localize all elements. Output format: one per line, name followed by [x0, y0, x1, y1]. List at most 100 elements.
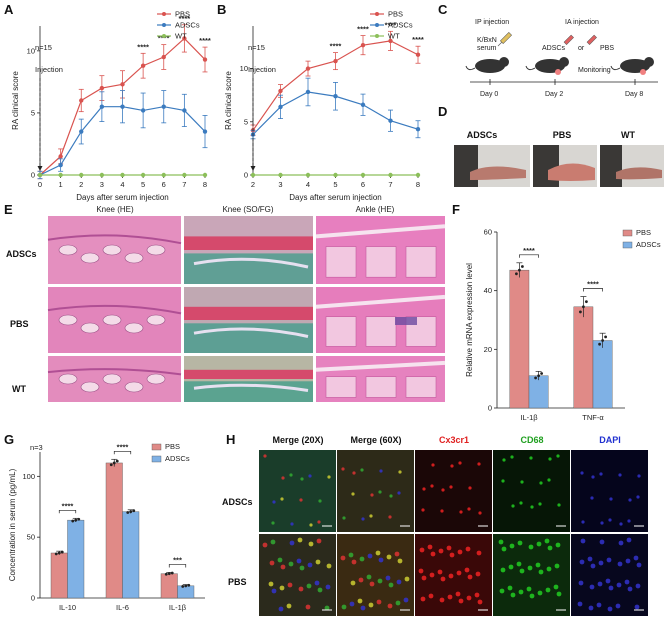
- photo-label-wt: WT: [621, 130, 635, 140]
- cell-signal: [378, 490, 382, 494]
- cell-signal: [386, 554, 392, 560]
- paw-photo-pbs: [533, 145, 597, 187]
- y-tick-label: 100: [22, 472, 35, 481]
- cell-signal: [556, 591, 562, 597]
- data-point-pbs: [360, 42, 366, 48]
- x-tick-label: 7: [388, 180, 392, 189]
- cell-signal: [449, 485, 453, 489]
- cell-signal: [317, 587, 323, 593]
- replicate-dot: [521, 265, 524, 268]
- data-point-wt: [99, 172, 105, 178]
- col-header-knee-he: Knee (HE): [96, 205, 134, 214]
- data-point-pbs: [58, 154, 63, 159]
- cell-signal: [420, 596, 426, 602]
- cell-signal: [277, 557, 283, 563]
- cell-signal: [403, 597, 409, 603]
- cell-signal: [427, 544, 433, 550]
- legend-label: PBS: [388, 10, 403, 19]
- x-tick-label: 8: [203, 180, 207, 189]
- x-tick-label: 5: [333, 180, 337, 189]
- y-axis-label: RA clinical score: [11, 71, 20, 130]
- panel-c-label: C: [438, 2, 448, 17]
- y-tick-label: 10: [27, 46, 35, 55]
- legend-label: PBS: [165, 442, 180, 451]
- cell-signal: [447, 594, 453, 600]
- cell-signal: [305, 604, 311, 610]
- cell-signal: [299, 565, 305, 571]
- y-tick-label: 0: [244, 171, 248, 180]
- paw-photo-wt: [600, 145, 664, 187]
- cell-signal: [545, 587, 551, 593]
- legend-label: ADSCs: [175, 21, 200, 30]
- cell-signal: [518, 589, 524, 595]
- replicate-dot: [109, 463, 113, 467]
- cell-signal: [474, 592, 480, 598]
- cell-signal: [404, 576, 410, 582]
- cell-signal: [458, 598, 464, 604]
- cell-signal: [270, 539, 276, 545]
- fluorescence-image: [571, 450, 648, 532]
- replicate-dot: [112, 461, 116, 465]
- cell-signal: [528, 544, 534, 550]
- replicate-dot: [604, 335, 607, 339]
- cell-signal: [342, 516, 346, 520]
- cell-signal: [379, 469, 383, 473]
- cell-signal: [538, 569, 544, 575]
- joint-space: [193, 257, 309, 269]
- bar-adscs: [67, 519, 85, 599]
- y-axis-label: RA clinical score: [224, 71, 233, 130]
- cell-signal: [387, 603, 393, 609]
- x-tick-label: 3: [100, 180, 104, 189]
- y-tick-label: 50: [27, 533, 35, 542]
- cell-signal: [547, 478, 551, 482]
- cell-signal: [278, 606, 284, 612]
- panel-g: G n=3 0 50 100 Concentration in serum (pg/m…: [4, 432, 205, 612]
- cell-signal: [279, 585, 285, 591]
- panel-a: A 0 5 10 0 1 2 3 4 5 6 7 8 Days after serum injectio…: [4, 2, 211, 202]
- data-point-adscs: [182, 108, 187, 113]
- replicate-dot: [167, 572, 171, 576]
- tendon: [315, 294, 446, 309]
- cell-signal: [499, 588, 505, 594]
- cell-signal: [606, 557, 612, 563]
- cell-signal: [287, 582, 293, 588]
- marrow-space: [146, 373, 166, 385]
- bone-segment: [365, 376, 397, 398]
- data-point-adscs: [360, 102, 366, 107]
- y-tick-label: 5: [31, 108, 35, 117]
- legend-marker: [375, 23, 379, 27]
- cell-signal: [597, 581, 603, 587]
- cell-signal: [548, 457, 552, 461]
- cell-signal: [388, 582, 394, 588]
- significance-marker: ****: [523, 246, 535, 255]
- cell-signal: [299, 498, 303, 502]
- bone-segment: [325, 316, 357, 347]
- cell-signal: [498, 539, 504, 545]
- x-tick-label: 4: [306, 180, 310, 189]
- legend-label: ADSCs: [165, 454, 190, 463]
- cartilage-layer: [184, 369, 313, 379]
- cell-signal: [507, 585, 513, 591]
- cell-signal: [535, 562, 541, 568]
- bone-segment: [325, 376, 357, 398]
- data-point-adscs: [140, 108, 146, 113]
- legend-swatch: [622, 241, 633, 249]
- marrow-space: [58, 373, 78, 385]
- bar-adscs: [528, 375, 549, 409]
- col-header-merge-20x: Merge (20X): [272, 435, 323, 445]
- cell-signal: [289, 473, 293, 477]
- cell-signal: [626, 537, 632, 543]
- cell-signal: [388, 515, 392, 519]
- bar-adscs: [592, 340, 613, 409]
- cell-signal: [369, 581, 375, 587]
- marrow-space: [146, 244, 166, 256]
- cell-signal: [634, 604, 640, 610]
- cell-signal: [262, 542, 268, 548]
- x-tick-label: 8: [416, 180, 420, 189]
- cell-signal: [288, 561, 294, 567]
- x-tick-label: 6: [361, 180, 365, 189]
- cell-signal: [318, 499, 322, 503]
- cell-signal: [616, 582, 622, 588]
- cell-signal: [316, 538, 322, 544]
- legend-label: PBS: [175, 10, 190, 19]
